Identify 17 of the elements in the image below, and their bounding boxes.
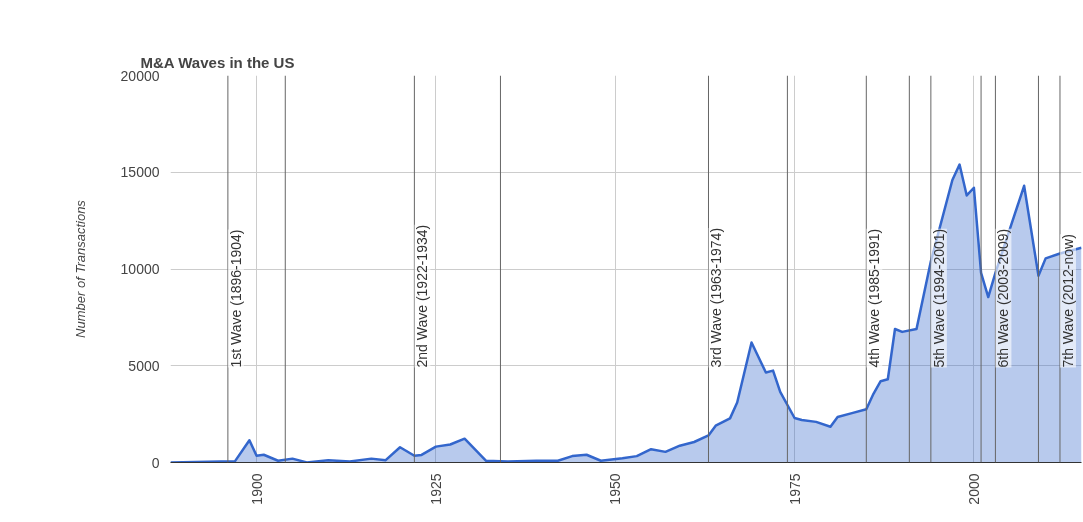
x-tick-label: 1950 — [607, 473, 624, 505]
ref-line-label: 1st Wave (1896-1904) — [227, 229, 244, 368]
x-tick-label: 2000 — [965, 473, 982, 505]
y-tick-label: 10000 — [120, 261, 160, 277]
ref-line-label: 6th Wave (2003-2009) — [995, 228, 1012, 368]
x-tick-label: 1900 — [248, 473, 265, 505]
x-tick-label: 1925 — [427, 473, 444, 505]
y-tick-label: 5000 — [128, 357, 160, 374]
ref-line-label: 5th Wave (1994-2001) — [930, 228, 947, 368]
ref-line-label: 2nd Wave (1922-1934) — [414, 224, 431, 368]
y-axis-title: Number of Transactions — [72, 199, 88, 338]
x-tick-label: 1975 — [786, 473, 803, 505]
y-tick-label: 15000 — [120, 164, 160, 181]
ref-line-label: 7th Wave (2012-now) — [1059, 234, 1076, 368]
y-tick-label: 0 — [151, 454, 160, 471]
ref-line-label: 3rd Wave (1963-1974) — [708, 227, 725, 368]
ref-line-label: 4th Wave (1985-1991) — [866, 228, 883, 368]
